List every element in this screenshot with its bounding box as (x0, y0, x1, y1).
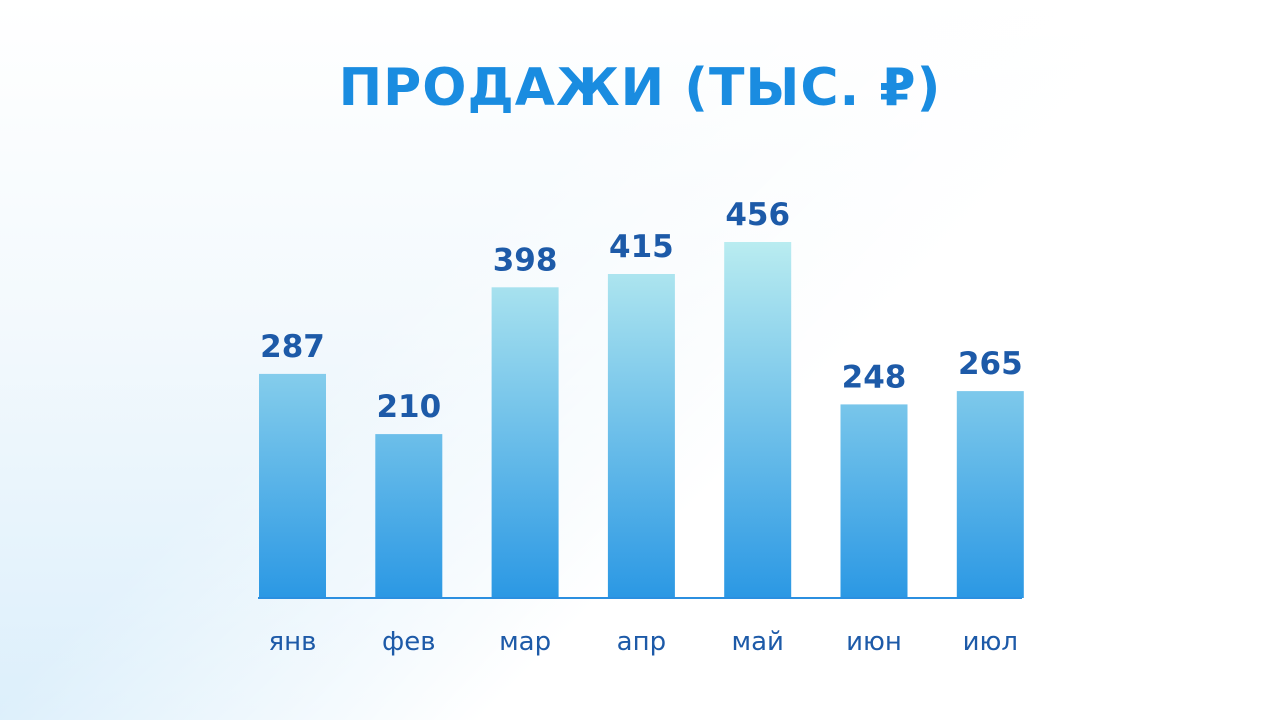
bar-июл (956, 391, 1024, 598)
category-label-фев: фев (382, 627, 436, 657)
value-label-янв: 287 (260, 329, 325, 365)
category-label-июл: июл (963, 627, 1018, 657)
category-label-июн: июн (846, 627, 902, 657)
category-labels-group: янв фев мар апр май июн июл (269, 627, 1018, 657)
bar-мар (491, 287, 559, 598)
category-label-апр: апр (617, 627, 666, 657)
value-label-мар: 398 (493, 242, 558, 278)
bar-янв (259, 373, 326, 598)
category-label-май: май (731, 627, 783, 657)
bar-фев (375, 434, 443, 598)
value-label-фев: 210 (376, 389, 441, 425)
value-label-июн: 248 (842, 359, 907, 395)
bars-group (259, 242, 1024, 598)
category-label-янв: янв (269, 627, 317, 657)
value-label-июл: 265 (958, 346, 1023, 382)
chart-title: ПРОДАЖИ (ТЫС. ₽) (338, 58, 942, 118)
category-label-мар: мар (499, 627, 551, 657)
value-labels-group: 287 210 398 415 456 248 265 (260, 197, 1023, 425)
bar-июн (840, 404, 908, 598)
value-label-апр: 415 (609, 229, 674, 265)
value-label-май: 456 (725, 197, 790, 233)
bar-апр (607, 274, 675, 598)
bar-май (724, 242, 792, 598)
